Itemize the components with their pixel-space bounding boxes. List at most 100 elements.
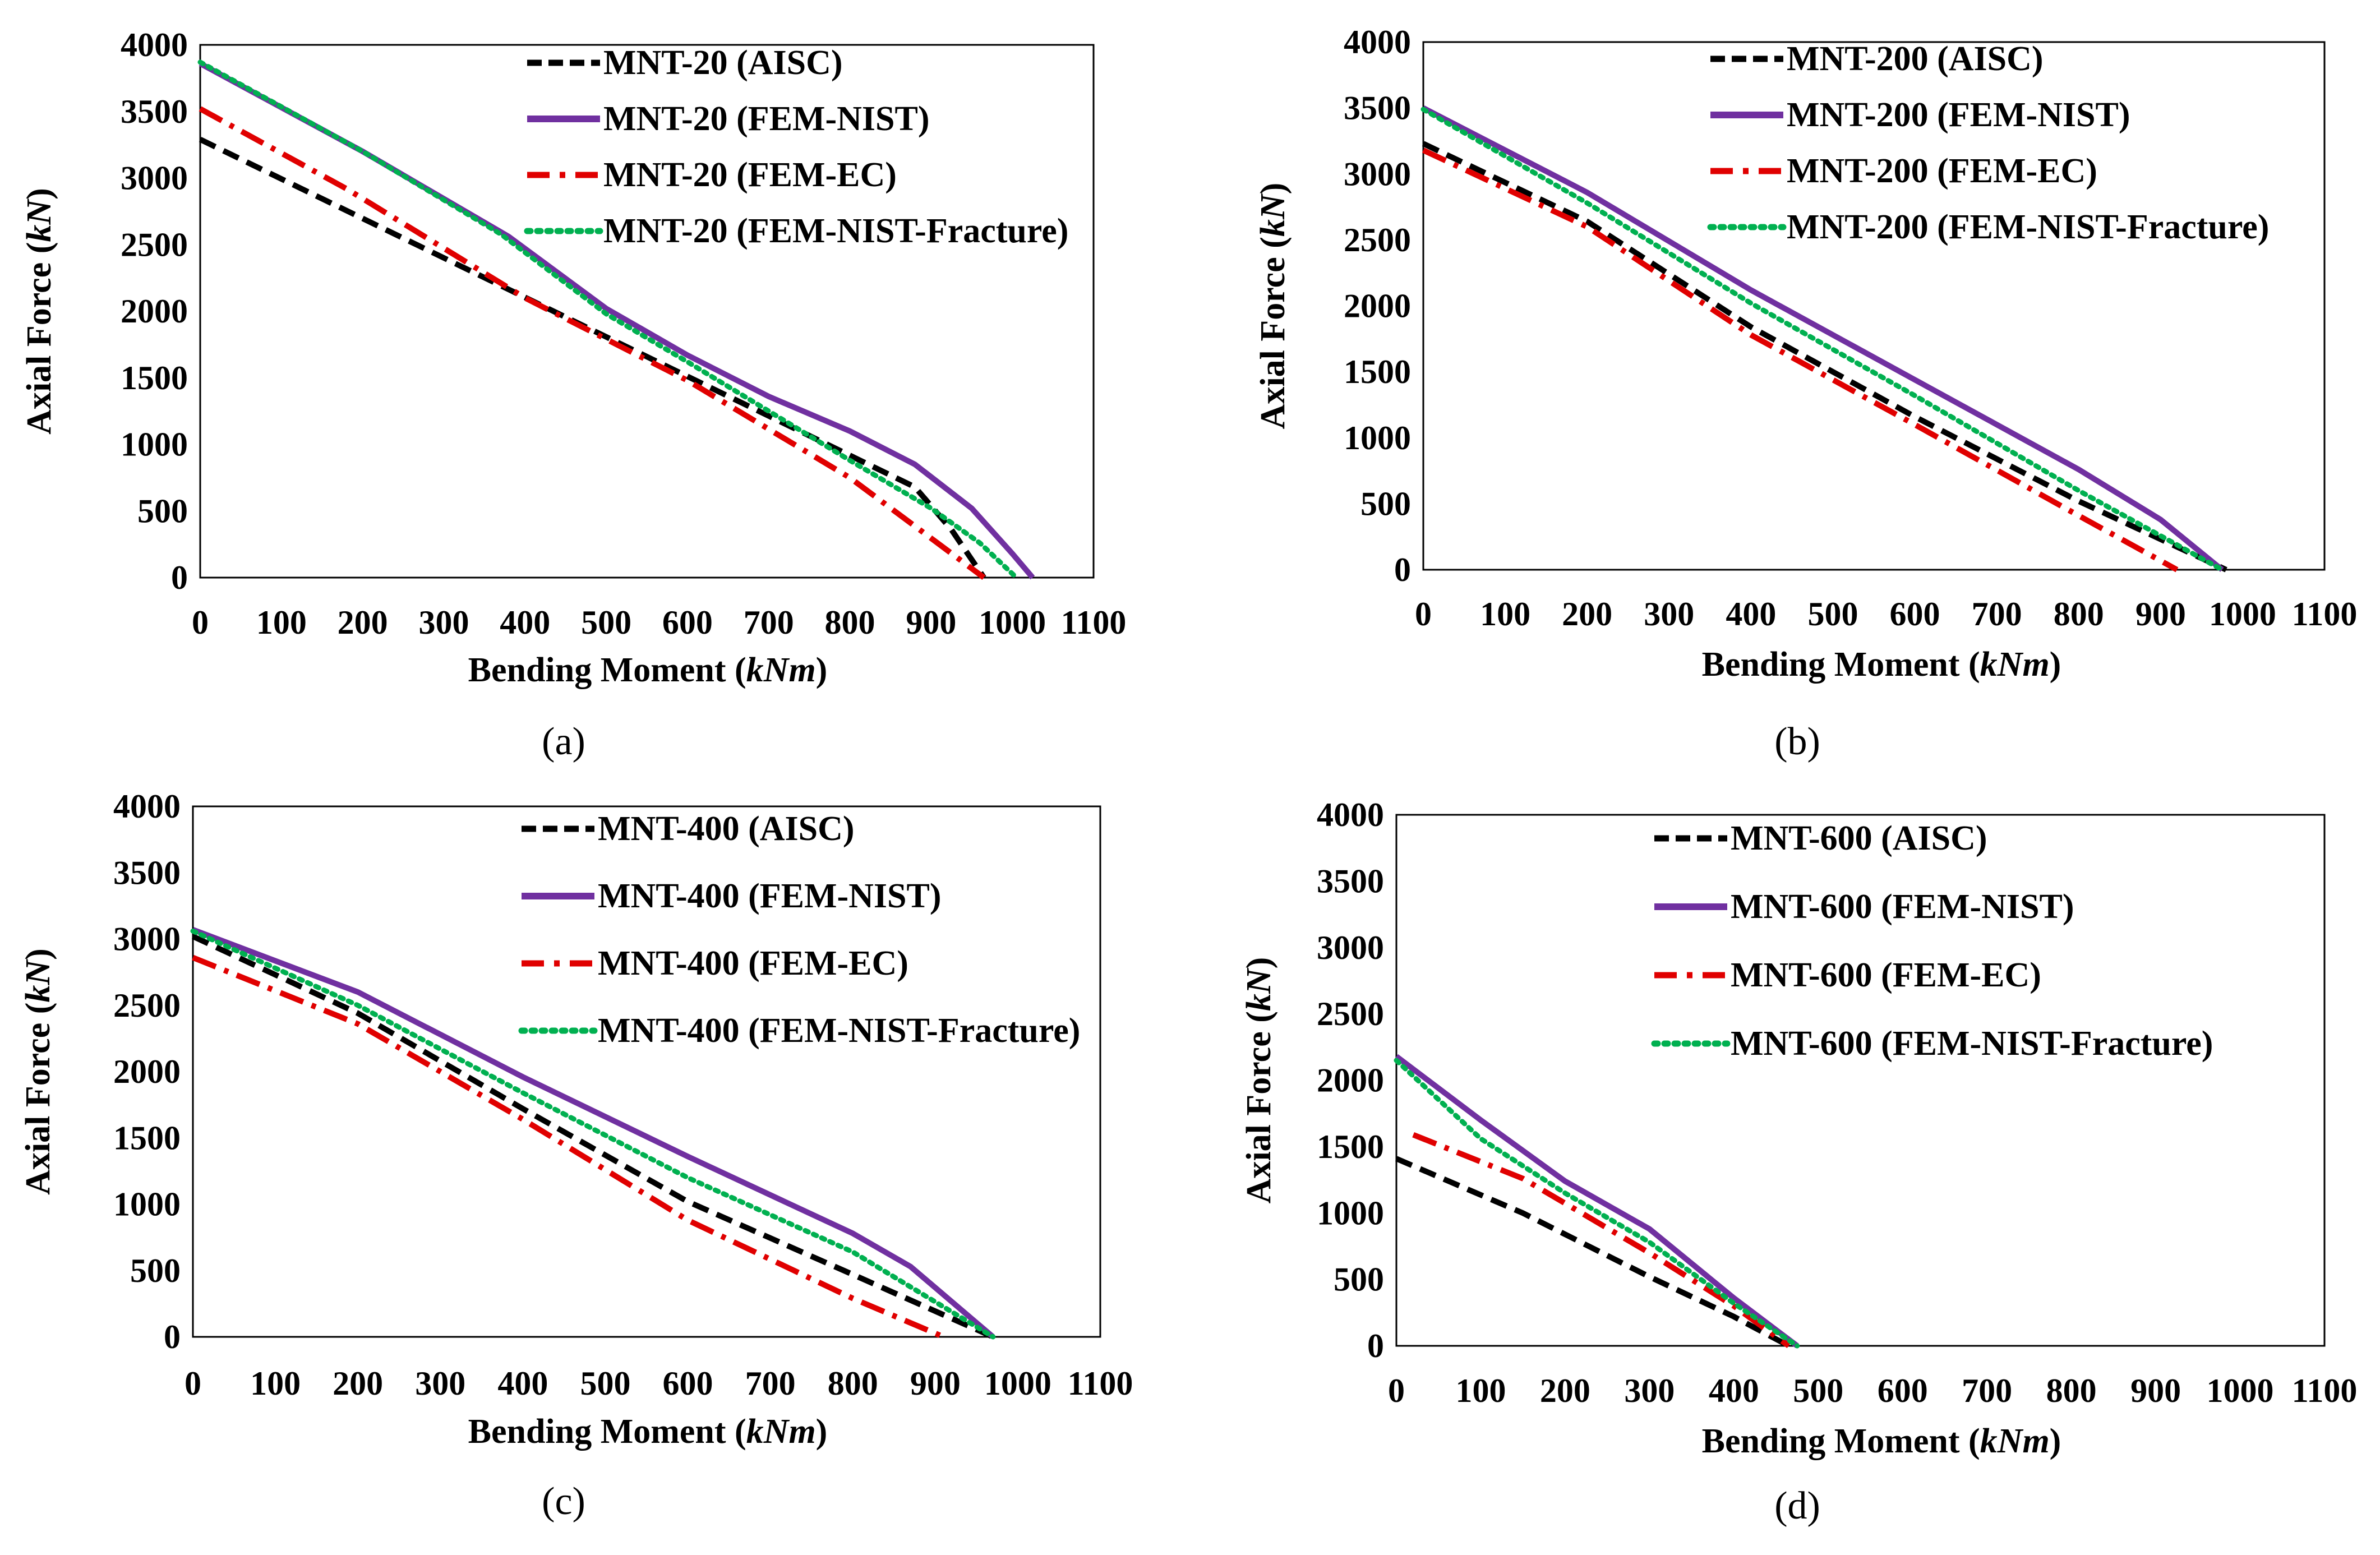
x-tick-label: 500 <box>581 604 631 641</box>
y-tick-label: 1000 <box>113 1186 181 1223</box>
y-tick-label: 2000 <box>1344 288 1411 325</box>
y-tick-label: 3000 <box>113 921 181 958</box>
x-tick-label: 100 <box>250 1365 301 1402</box>
x-tick-label: 300 <box>418 604 469 641</box>
series-line-aisc <box>1395 1156 1790 1349</box>
legend-entry-label: MNT-20 (FEM-EC) <box>603 156 897 194</box>
legend: MNT-20 (AISC) MNT-20 (FEM-NIST) MNT-20 (FE… <box>524 44 1068 250</box>
x-tick-label: 1000 <box>2207 1372 2274 1409</box>
legend-entry-label: MNT-600 (AISC) <box>1731 819 1987 857</box>
x-tick-label: 100 <box>256 604 307 641</box>
x-tick-label: 700 <box>744 604 794 641</box>
x-tick-label: 900 <box>910 1365 961 1402</box>
x-tick-label: 700 <box>745 1365 796 1402</box>
y-axis-title: Axial Force (kN) <box>1254 183 1292 430</box>
y-tick-label: 1000 <box>1317 1194 1384 1231</box>
panel-label: (b) <box>1774 720 1820 763</box>
legend: MNT-200 (AISC) MNT-200 (FEM-NIST) MNT-200 … <box>1707 40 2269 246</box>
legend: MNT-600 (AISC) MNT-600 (FEM-NIST) MNT-600 … <box>1651 819 2213 1063</box>
legend-entry-label: MNT-400 (AISC) <box>598 810 855 848</box>
series-line-aisc <box>1422 141 2227 573</box>
x-tick-label: 200 <box>1562 596 1612 633</box>
series-line-fem-nist-fracture <box>1394 1058 1800 1349</box>
y-tick-label: 4000 <box>1317 796 1384 833</box>
y-tick-label: 3000 <box>1317 929 1384 966</box>
x-axis-title: Bending Moment (kNm) <box>468 1413 828 1451</box>
y-tick-label: 500 <box>1360 485 1411 522</box>
x-tick-label: 400 <box>1726 596 1776 633</box>
y-tick-label: 3500 <box>1317 862 1384 899</box>
legend-entry-label: MNT-400 (FEM-NIST) <box>598 877 942 915</box>
x-tick-label: 300 <box>1624 1372 1675 1409</box>
y-tick-label: 0 <box>171 559 188 596</box>
legend-entry-label: MNT-400 (FEM-NIST-Fracture) <box>598 1012 1080 1050</box>
plot-area-frame <box>192 805 1101 1338</box>
y-axis-title: Axial Force (kN) <box>20 188 58 435</box>
legend-entry-label: MNT-20 (AISC) <box>603 44 843 82</box>
plot-area-frame <box>1395 814 2326 1347</box>
x-tick-label: 800 <box>2046 1372 2097 1409</box>
y-tick-label: 3500 <box>113 854 181 891</box>
x-tick-label: 600 <box>1890 596 1940 633</box>
x-tick-label: 700 <box>1962 1372 2012 1409</box>
x-tick-label: 100 <box>1455 1372 1506 1409</box>
x-axis-title: Bending Moment (kNm) <box>1702 1422 2061 1460</box>
x-tick-label: 0 <box>1415 596 1432 633</box>
series-line-aisc <box>191 934 994 1340</box>
x-tick-label: 600 <box>663 1365 713 1402</box>
y-tick-label: 2000 <box>1317 1062 1384 1099</box>
x-tick-label: 600 <box>662 604 713 641</box>
x-tick-label: 800 <box>825 604 875 641</box>
x-tick-label: 900 <box>2135 596 2186 633</box>
x-tick-label: 100 <box>1480 596 1530 633</box>
x-tick-label: 0 <box>185 1365 201 1402</box>
x-tick-label: 400 <box>500 604 550 641</box>
x-tick-label: 800 <box>2054 596 2104 633</box>
legend-entry-label: MNT-200 (FEM-NIST-Fracture) <box>1787 208 2269 246</box>
y-tick-label: 0 <box>1394 551 1411 588</box>
x-tick-label: 500 <box>1807 596 1858 633</box>
legend-entry-label: MNT-600 (FEM-NIST) <box>1731 888 2074 926</box>
x-tick-label: 1100 <box>1061 604 1127 641</box>
y-axis-title: Axial Force (kN) <box>1240 957 1278 1204</box>
series-line-fem-nist-fracture <box>190 928 996 1340</box>
y-tick-label: 1500 <box>1344 353 1411 390</box>
series-line-fem-nist <box>1422 105 2224 572</box>
x-axis-title: Bending Moment (kNm) <box>468 651 828 689</box>
x-tick-label: 400 <box>1709 1372 1759 1409</box>
legend: MNT-400 (AISC) MNT-400 (FEM-NIST) MNT-400 … <box>518 810 1080 1050</box>
x-tick-label: 300 <box>1644 596 1694 633</box>
series-line-fem-ec <box>192 954 945 1340</box>
x-tick-label: 200 <box>1540 1372 1590 1409</box>
y-tick-label: 4000 <box>113 788 181 825</box>
x-tick-label: 500 <box>580 1365 630 1402</box>
y-tick-label: 3000 <box>121 160 188 197</box>
legend-entry-label: MNT-20 (FEM-NIST-Fracture) <box>603 212 1068 250</box>
chart-panel-3: 0 500 1000 1500 2000 2500 3000 3500 4000 0 100 200 3… <box>19 788 1133 1523</box>
series-line-fem-ec <box>1412 1132 1791 1349</box>
x-tick-label: 400 <box>497 1365 548 1402</box>
x-tick-label: 600 <box>1878 1372 1928 1409</box>
series-line-fem-nist-fracture <box>197 59 1019 580</box>
y-tick-label: 2500 <box>1344 222 1411 259</box>
x-tick-label: 800 <box>828 1365 878 1402</box>
y-tick-label: 1000 <box>1344 419 1411 456</box>
x-tick-label: 0 <box>1388 1372 1405 1409</box>
panel-label: (d) <box>1774 1484 1820 1528</box>
y-tick-label: 4000 <box>121 26 188 63</box>
x-tick-label: 1100 <box>1068 1365 1133 1402</box>
panel-label: (a) <box>542 720 585 763</box>
series-line-aisc <box>199 137 986 579</box>
x-tick-label: 1100 <box>2292 596 2358 633</box>
y-tick-label: 1500 <box>121 359 188 396</box>
y-axis-title: Axial Force (kN) <box>19 948 57 1195</box>
y-tick-label: 2000 <box>121 293 188 330</box>
x-tick-label: 1000 <box>979 604 1046 641</box>
y-tick-label: 1000 <box>121 426 188 463</box>
y-tick-label: 3500 <box>121 93 188 130</box>
y-tick-label: 2500 <box>121 226 188 263</box>
y-tick-label: 500 <box>137 492 188 529</box>
series-line-fem-nist <box>192 927 995 1339</box>
y-tick-label: 2000 <box>113 1053 181 1090</box>
